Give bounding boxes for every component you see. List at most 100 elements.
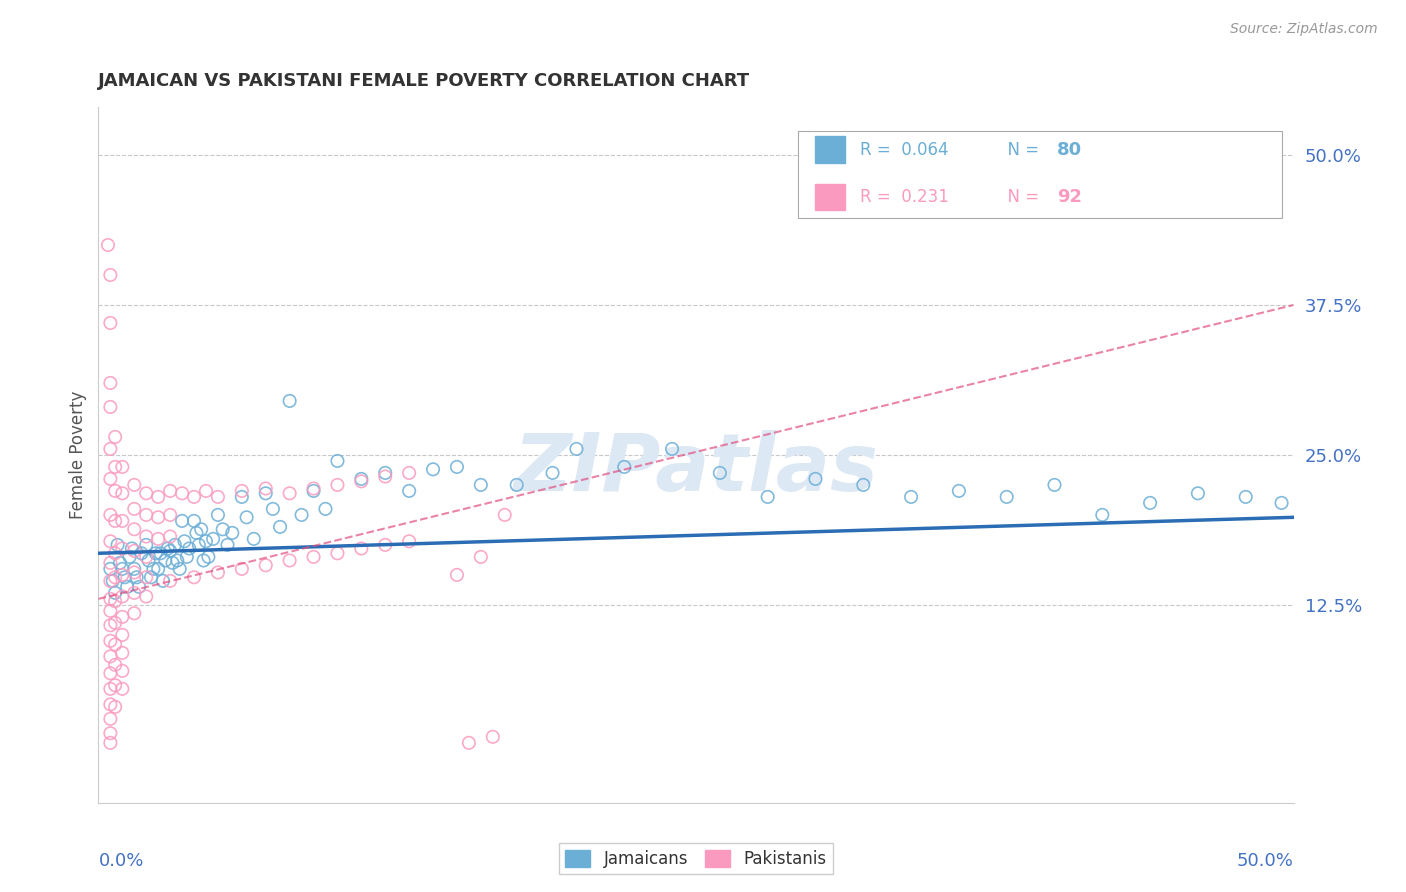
Point xyxy=(124,562,146,576)
Point xyxy=(190,522,212,536)
FancyBboxPatch shape xyxy=(815,136,845,162)
Point xyxy=(124,478,146,492)
Point xyxy=(104,637,127,651)
Point xyxy=(135,570,157,584)
Point xyxy=(446,567,468,582)
Point xyxy=(269,520,291,534)
Point xyxy=(172,514,194,528)
Point xyxy=(995,490,1018,504)
Point xyxy=(139,570,162,584)
Point xyxy=(470,478,492,492)
Point xyxy=(661,442,683,456)
Point xyxy=(149,546,172,560)
Point xyxy=(565,442,588,456)
Point xyxy=(111,459,134,474)
Point xyxy=(217,538,239,552)
Point xyxy=(135,486,157,500)
Point xyxy=(145,546,167,560)
Point xyxy=(302,482,325,496)
Point xyxy=(290,508,312,522)
Point xyxy=(541,466,564,480)
Point xyxy=(104,546,127,560)
Point xyxy=(115,580,138,594)
Point xyxy=(235,510,257,524)
Point xyxy=(1234,490,1257,504)
Point xyxy=(187,538,209,552)
Point xyxy=(111,562,134,576)
Text: R =  0.231: R = 0.231 xyxy=(859,188,949,206)
Text: R =  0.064: R = 0.064 xyxy=(859,141,948,159)
Point xyxy=(104,657,127,672)
Point xyxy=(374,469,396,483)
Point xyxy=(374,466,396,480)
Point xyxy=(156,541,179,556)
Point xyxy=(104,699,127,714)
Point xyxy=(111,610,134,624)
Point xyxy=(98,698,122,712)
Point xyxy=(398,534,420,549)
Point xyxy=(169,562,191,576)
Point xyxy=(804,472,827,486)
Point xyxy=(613,459,636,474)
Point xyxy=(159,529,181,543)
Point xyxy=(128,580,150,594)
Text: N =: N = xyxy=(997,141,1045,159)
Point xyxy=(326,478,349,492)
Point xyxy=(124,544,146,558)
Point xyxy=(494,508,516,522)
Point xyxy=(114,570,136,584)
Point xyxy=(202,532,225,546)
Point xyxy=(98,268,122,282)
Text: 92: 92 xyxy=(1057,188,1081,206)
Point xyxy=(107,538,129,552)
Point xyxy=(135,590,157,604)
Point xyxy=(163,538,186,552)
Point xyxy=(176,549,198,564)
Point xyxy=(124,586,146,600)
Point xyxy=(98,726,122,740)
Point xyxy=(183,570,205,584)
Point xyxy=(231,490,253,504)
Text: 0.0%: 0.0% xyxy=(98,852,143,870)
Point xyxy=(162,556,184,570)
Point xyxy=(142,562,165,576)
Y-axis label: Female Poverty: Female Poverty xyxy=(69,391,87,519)
Point xyxy=(104,678,127,692)
Point xyxy=(148,562,170,576)
Point xyxy=(159,508,181,522)
Point xyxy=(98,604,122,618)
Point xyxy=(131,546,153,560)
Point xyxy=(111,590,134,604)
Point xyxy=(135,529,157,543)
Point xyxy=(398,483,420,498)
Point xyxy=(148,510,170,524)
Point xyxy=(254,558,277,573)
Point xyxy=(159,574,181,588)
Point xyxy=(254,486,277,500)
Text: JAMAICAN VS PAKISTANI FEMALE POVERTY CORRELATION CHART: JAMAICAN VS PAKISTANI FEMALE POVERTY COR… xyxy=(98,72,751,90)
Point xyxy=(231,562,253,576)
Point xyxy=(97,238,120,252)
Point xyxy=(231,483,253,498)
Point xyxy=(207,508,229,522)
Point xyxy=(446,459,468,474)
Point xyxy=(254,482,277,496)
Point xyxy=(108,556,131,570)
Point xyxy=(221,525,243,540)
Point xyxy=(155,553,177,567)
Text: 50.0%: 50.0% xyxy=(1237,852,1294,870)
Point xyxy=(98,574,122,588)
Point xyxy=(374,538,396,552)
Point xyxy=(98,681,122,696)
Point xyxy=(118,549,141,564)
Point xyxy=(98,712,122,726)
Point xyxy=(481,730,505,744)
Point xyxy=(111,646,134,660)
Point xyxy=(302,549,325,564)
Point xyxy=(470,549,492,564)
Point xyxy=(111,567,134,582)
Point xyxy=(152,574,174,588)
Point xyxy=(101,574,124,588)
Point xyxy=(104,570,127,584)
Point xyxy=(111,681,134,696)
